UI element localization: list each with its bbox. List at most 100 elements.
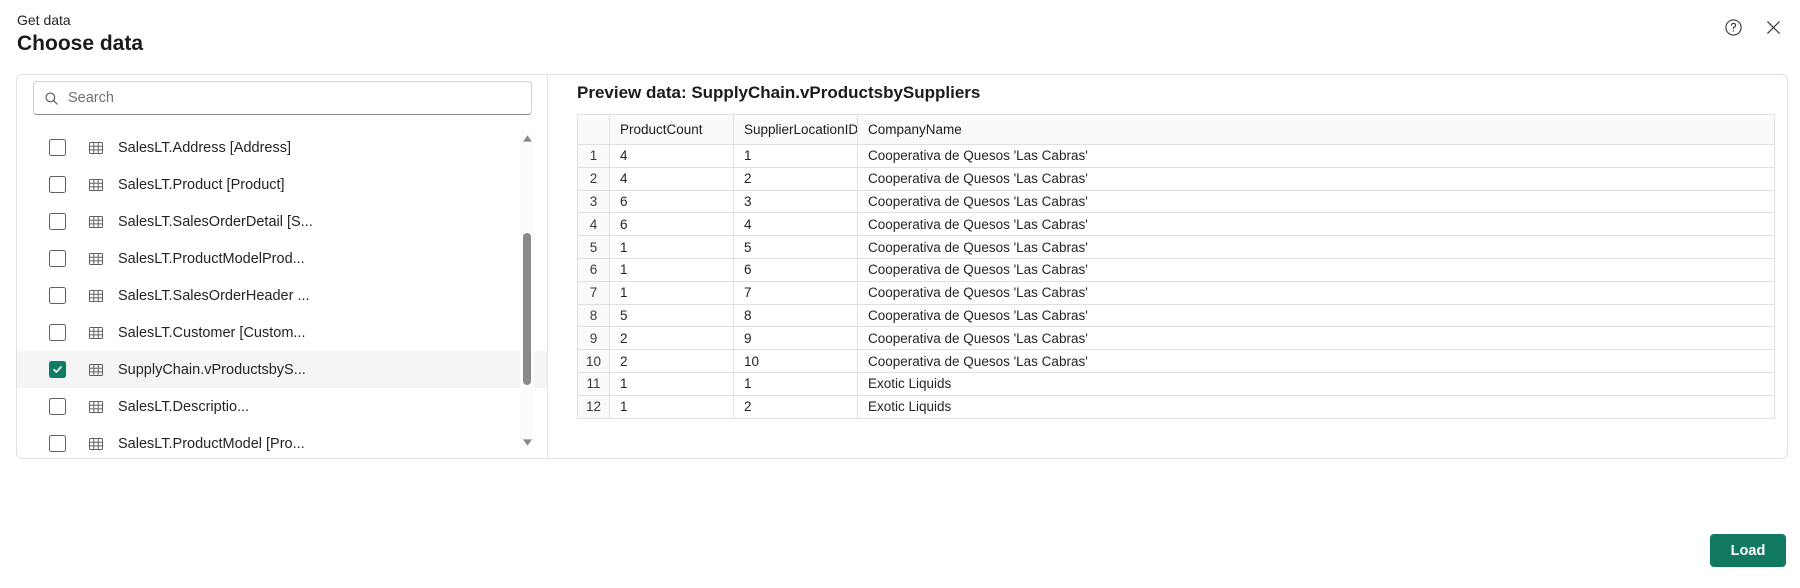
cell-supplierlocationid: 2 — [733, 166, 858, 191]
checkbox[interactable] — [49, 435, 66, 452]
list-item[interactable]: SalesLT.Address [Address] — [17, 129, 547, 166]
close-icon[interactable] — [1760, 14, 1786, 40]
chevron-down-icon[interactable] — [520, 435, 534, 449]
table-grid-icon — [88, 214, 104, 230]
list-item-selected[interactable]: SupplyChain.vProductsbyS... — [17, 351, 547, 388]
checkbox[interactable] — [49, 287, 66, 304]
row-index: 10 — [577, 349, 610, 373]
cell-companyname: Cooperativa de Quesos 'Las Cabras' — [857, 212, 1775, 237]
help-circle-icon[interactable] — [1720, 14, 1746, 40]
row-index: 4 — [577, 212, 610, 237]
cell-supplierlocationid: 7 — [733, 280, 858, 305]
checkbox[interactable] — [49, 176, 66, 193]
list-item-label: SupplyChain.vProductsbyS... — [118, 361, 306, 378]
list-item[interactable]: SalesLT.Product [Product] — [17, 166, 547, 203]
table-row: 1 4 1 Cooperativa de Quesos 'Las Cabras' — [577, 144, 1775, 168]
list-item-label: SalesLT.Address [Address] — [118, 139, 292, 156]
cell-productcount: 6 — [609, 212, 734, 237]
table-row: 4 6 4 Cooperativa de Quesos 'Las Cabras' — [577, 212, 1775, 237]
cell-supplierlocationid: 1 — [733, 371, 858, 396]
list-item-label: SalesLT.ProductModelProd... — [118, 250, 305, 267]
checkbox[interactable] — [49, 139, 66, 156]
cell-supplierlocationid: 8 — [733, 303, 858, 328]
cell-companyname: Cooperativa de Quesos 'Las Cabras' — [857, 349, 1775, 373]
list-item[interactable]: SalesLT.ProductModelProd... — [17, 240, 547, 277]
row-index: 1 — [577, 144, 610, 168]
cell-supplierlocationid: 9 — [733, 326, 858, 351]
cell-productcount: 4 — [609, 144, 734, 168]
cell-companyname: Exotic Liquids — [857, 371, 1775, 396]
cell-productcount: 2 — [609, 326, 734, 351]
cell-productcount: 5 — [609, 303, 734, 328]
row-index: 11 — [577, 371, 610, 396]
cell-productcount: 1 — [609, 257, 734, 282]
dialog-eyebrow: Get data — [17, 12, 71, 28]
checkbox[interactable] — [49, 324, 66, 341]
table-row: 5 1 5 Cooperativa de Quesos 'Las Cabras' — [577, 235, 1775, 259]
cell-supplierlocationid: 2 — [733, 394, 858, 419]
table-row: 2 4 2 Cooperativa de Quesos 'Las Cabras' — [577, 166, 1775, 191]
preview-pane: Preview data: SupplyChain.vProductsbySup… — [549, 75, 1789, 458]
checkbox[interactable] — [49, 213, 66, 230]
cell-supplierlocationid: 3 — [733, 189, 858, 214]
cell-companyname: Cooperativa de Quesos 'Las Cabras' — [857, 189, 1775, 214]
preview-table: ProductCount SupplierLocationID CompanyN… — [577, 114, 1775, 419]
scrollbar-thumb[interactable] — [523, 233, 531, 385]
cell-supplierlocationid: 4 — [733, 212, 858, 237]
cell-companyname: Cooperativa de Quesos 'Las Cabras' — [857, 326, 1775, 351]
table-grid-icon — [88, 140, 104, 156]
dialog-actions — [1720, 14, 1786, 40]
list-item[interactable]: SalesLT.ProductModel [Pro... — [17, 425, 547, 458]
row-index: 5 — [577, 235, 610, 259]
row-index: 6 — [577, 257, 610, 282]
chevron-up-icon[interactable] — [520, 131, 534, 145]
list-scrollbar[interactable] — [520, 131, 534, 449]
row-index: 2 — [577, 166, 610, 191]
column-header-productcount: ProductCount — [609, 114, 734, 145]
list-item[interactable]: SalesLT.SalesOrderHeader ... — [17, 277, 547, 314]
checkbox[interactable] — [49, 250, 66, 267]
load-button[interactable]: Load — [1710, 534, 1786, 567]
table-grid-icon — [88, 177, 104, 193]
cell-companyname: Cooperativa de Quesos 'Las Cabras' — [857, 166, 1775, 191]
table-header-row: ProductCount SupplierLocationID CompanyN… — [577, 114, 1775, 145]
checkbox-checked[interactable] — [49, 361, 66, 378]
cell-supplierlocationid: 1 — [733, 144, 858, 168]
search-box[interactable] — [33, 81, 532, 115]
cell-supplierlocationid: 10 — [733, 349, 858, 373]
list-item-label: SalesLT.SalesOrderDetail [S... — [118, 213, 313, 230]
table-row: 12 1 2 Exotic Liquids — [577, 394, 1775, 419]
list-item[interactable]: SalesLT.Customer [Custom... — [17, 314, 547, 351]
cell-companyname: Cooperativa de Quesos 'Las Cabras' — [857, 235, 1775, 259]
table-row: 6 1 6 Cooperativa de Quesos 'Las Cabras' — [577, 257, 1775, 282]
cell-productcount: 1 — [609, 394, 734, 419]
cell-companyname: Exotic Liquids — [857, 394, 1775, 419]
cell-companyname: Cooperativa de Quesos 'Las Cabras' — [857, 280, 1775, 305]
cell-supplierlocationid: 5 — [733, 235, 858, 259]
table-row: 10 2 10 Cooperativa de Quesos 'Las Cabra… — [577, 349, 1775, 373]
table-grid-icon — [88, 288, 104, 304]
list-item-label: SalesLT.SalesOrderHeader ... — [118, 287, 310, 304]
table-row: 11 1 1 Exotic Liquids — [577, 371, 1775, 396]
table-grid-icon — [88, 436, 104, 452]
list-item[interactable]: SalesLT.Descriptio... — [17, 388, 547, 425]
table-grid-icon — [88, 325, 104, 341]
preview-title: Preview data: SupplyChain.vProductsbySup… — [577, 83, 981, 102]
list-item-label: SalesLT.Product [Product] — [118, 176, 285, 193]
table-row: 3 6 3 Cooperativa de Quesos 'Las Cabras' — [577, 189, 1775, 214]
search-input[interactable] — [68, 90, 521, 106]
list-item-label: SalesLT.Customer [Custom... — [118, 324, 306, 341]
cell-productcount: 1 — [609, 280, 734, 305]
cell-productcount: 4 — [609, 166, 734, 191]
row-index: 7 — [577, 280, 610, 305]
table-row: 9 2 9 Cooperativa de Quesos 'Las Cabras' — [577, 326, 1775, 351]
row-index: 12 — [577, 394, 610, 419]
table-grid-icon — [88, 251, 104, 267]
row-index: 3 — [577, 189, 610, 214]
list-item[interactable]: SalesLT.SalesOrderDetail [S... — [17, 203, 547, 240]
checkbox[interactable] — [49, 398, 66, 415]
cell-productcount: 1 — [609, 371, 734, 396]
cell-supplierlocationid: 6 — [733, 257, 858, 282]
row-index: 8 — [577, 303, 610, 328]
